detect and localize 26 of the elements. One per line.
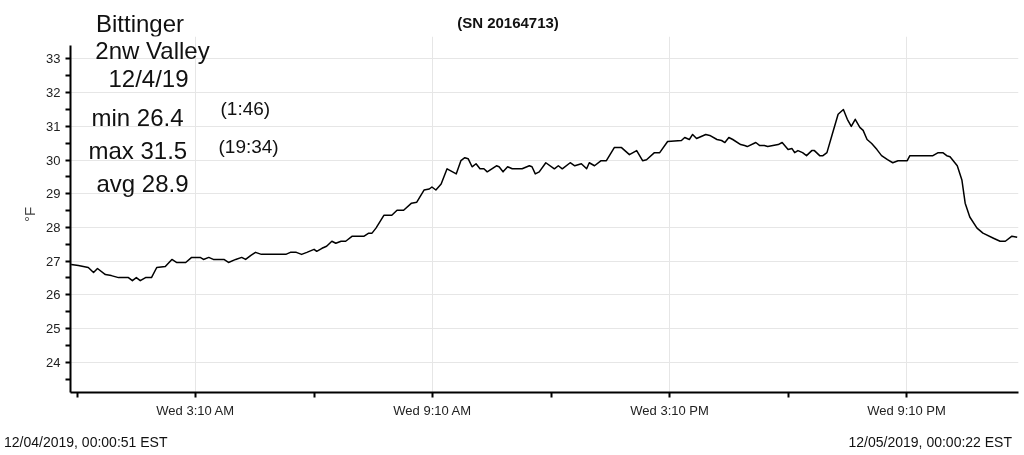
y-tick-label: 28 [46,219,61,235]
annotation: 2nw Valley [95,37,210,64]
x-tick-label: Wed 9:10 AM [393,402,472,418]
annotation: 12/4/19 [108,65,189,92]
y-tick-label: 33 [46,51,61,67]
annotation: (1:46) [220,98,271,119]
y-axis-title: °F [21,206,39,223]
x-tick-label: Wed 9:10 PM [867,402,946,418]
annotation: max 31.5 [88,137,188,164]
x-tick-label: Wed 3:10 PM [630,402,709,418]
y-tick-label: 29 [46,186,61,202]
text: 12/04/2019, 00:00:51 EST [4,433,168,452]
annotation: (19:34) [218,136,279,157]
y-tick-label: 26 [46,287,61,303]
y-tick-label: 31 [46,118,61,134]
x-tick-label: Wed 3:10 AM [156,402,235,418]
y-tick-label: 27 [46,253,61,269]
y-tick-label: 24 [46,354,61,370]
annotation: min 26.4 [91,104,184,131]
text: Bittinger [95,9,185,39]
text: 12/05/2019, 00:00:22 EST [848,433,1012,452]
y-tick-label: 32 [46,85,61,101]
y-tick-label: 30 [46,152,61,168]
y-tick-label: 25 [46,320,61,336]
chart-title: (SN 20164713) [457,13,559,33]
annotation: avg 28.9 [96,170,189,197]
